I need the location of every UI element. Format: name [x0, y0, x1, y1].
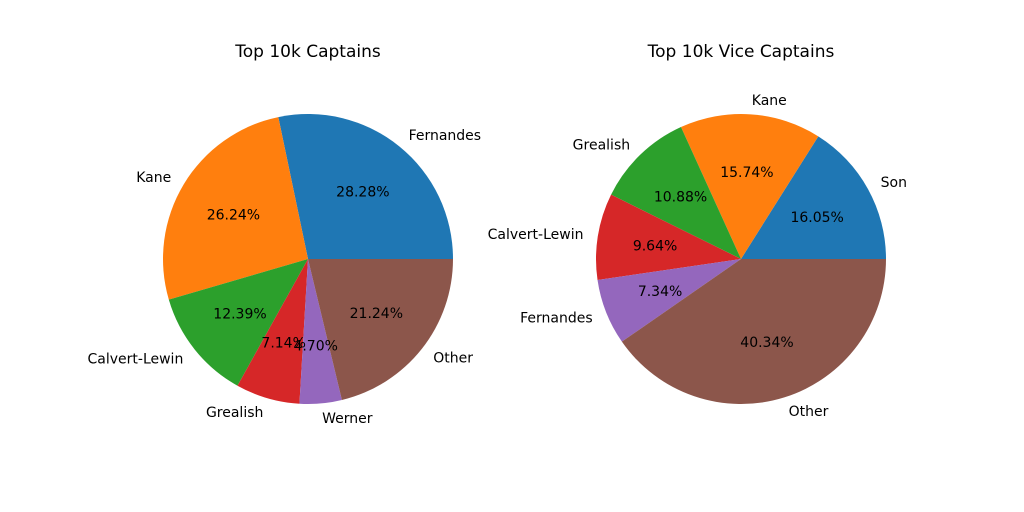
vice-captains-pct-label-son: 16.05%: [790, 210, 843, 226]
vice-captains-slice-calvert-lewin: [596, 194, 741, 281]
captains-slice-grealish: [237, 259, 308, 404]
vice-captains-slice-fernandes: [597, 259, 741, 342]
captains-pct-label-werner: 4.70%: [293, 339, 337, 355]
vice-captains-pct-label-fernandes: 7.34%: [638, 284, 682, 300]
captains-pie-chart: Top 10k Captains 28.28% Fernandes 26.24% Ka…: [88, 42, 482, 427]
vice-captains-slice-kane: [680, 114, 819, 260]
vice-captains-chart-title: Top 10k Vice Captains: [647, 42, 835, 62]
captains-category-label-grealish: Grealish: [206, 405, 263, 421]
captains-slice-fernandes: [278, 114, 453, 259]
captains-category-label-kane: Kane: [136, 170, 171, 186]
vice-captains-category-label-kane: Kane: [752, 93, 787, 109]
vice-captains-slice-grealish: [611, 127, 741, 259]
vice-captains-pct-label-calvert-lewin: 9.64%: [633, 238, 677, 254]
captains-pct-label-fernandes: 28.28%: [336, 184, 389, 200]
vice-captains-category-label-grealish: Grealish: [573, 137, 630, 153]
captains-category-label-calvert-lewin: Calvert-Lewin: [88, 351, 184, 367]
captains-category-label-other: Other: [433, 351, 473, 367]
captains-pct-label-grealish: 7.14%: [261, 336, 305, 352]
captains-pct-label-kane: 26.24%: [207, 207, 260, 223]
vice-captains-category-label-other: Other: [789, 404, 829, 420]
captains-slice-werner: [299, 259, 342, 404]
captains-slice-kane: [162, 117, 308, 300]
captains-pct-label-other: 21.24%: [350, 306, 403, 322]
captains-pct-label-calvert-lewin: 12.39%: [213, 306, 266, 322]
captains-slice-calvert-lewin: [168, 259, 308, 386]
vice-captains-pct-label-grealish: 10.88%: [654, 189, 707, 205]
captains-category-label-werner: Werner: [322, 411, 373, 427]
vice-captains-pie-chart: Top 10k Vice Captains 16.05% Son 15.74% Kan…: [488, 42, 907, 420]
vice-captains-category-label-son: Son: [881, 175, 907, 191]
vice-captains-category-label-calvert-lewin: Calvert-Lewin: [488, 227, 584, 243]
vice-captains-pct-label-other: 40.34%: [740, 335, 793, 351]
vice-captains-pct-label-kane: 15.74%: [720, 165, 773, 181]
captains-chart-title: Top 10k Captains: [234, 42, 381, 62]
captains-slice-other: [308, 259, 453, 400]
captains-category-label-fernandes: Fernandes: [409, 128, 482, 144]
vice-captains-slice-other: [621, 259, 886, 404]
vice-captains-category-label-fernandes: Fernandes: [520, 311, 593, 327]
vice-captains-slice-son: [741, 136, 886, 259]
